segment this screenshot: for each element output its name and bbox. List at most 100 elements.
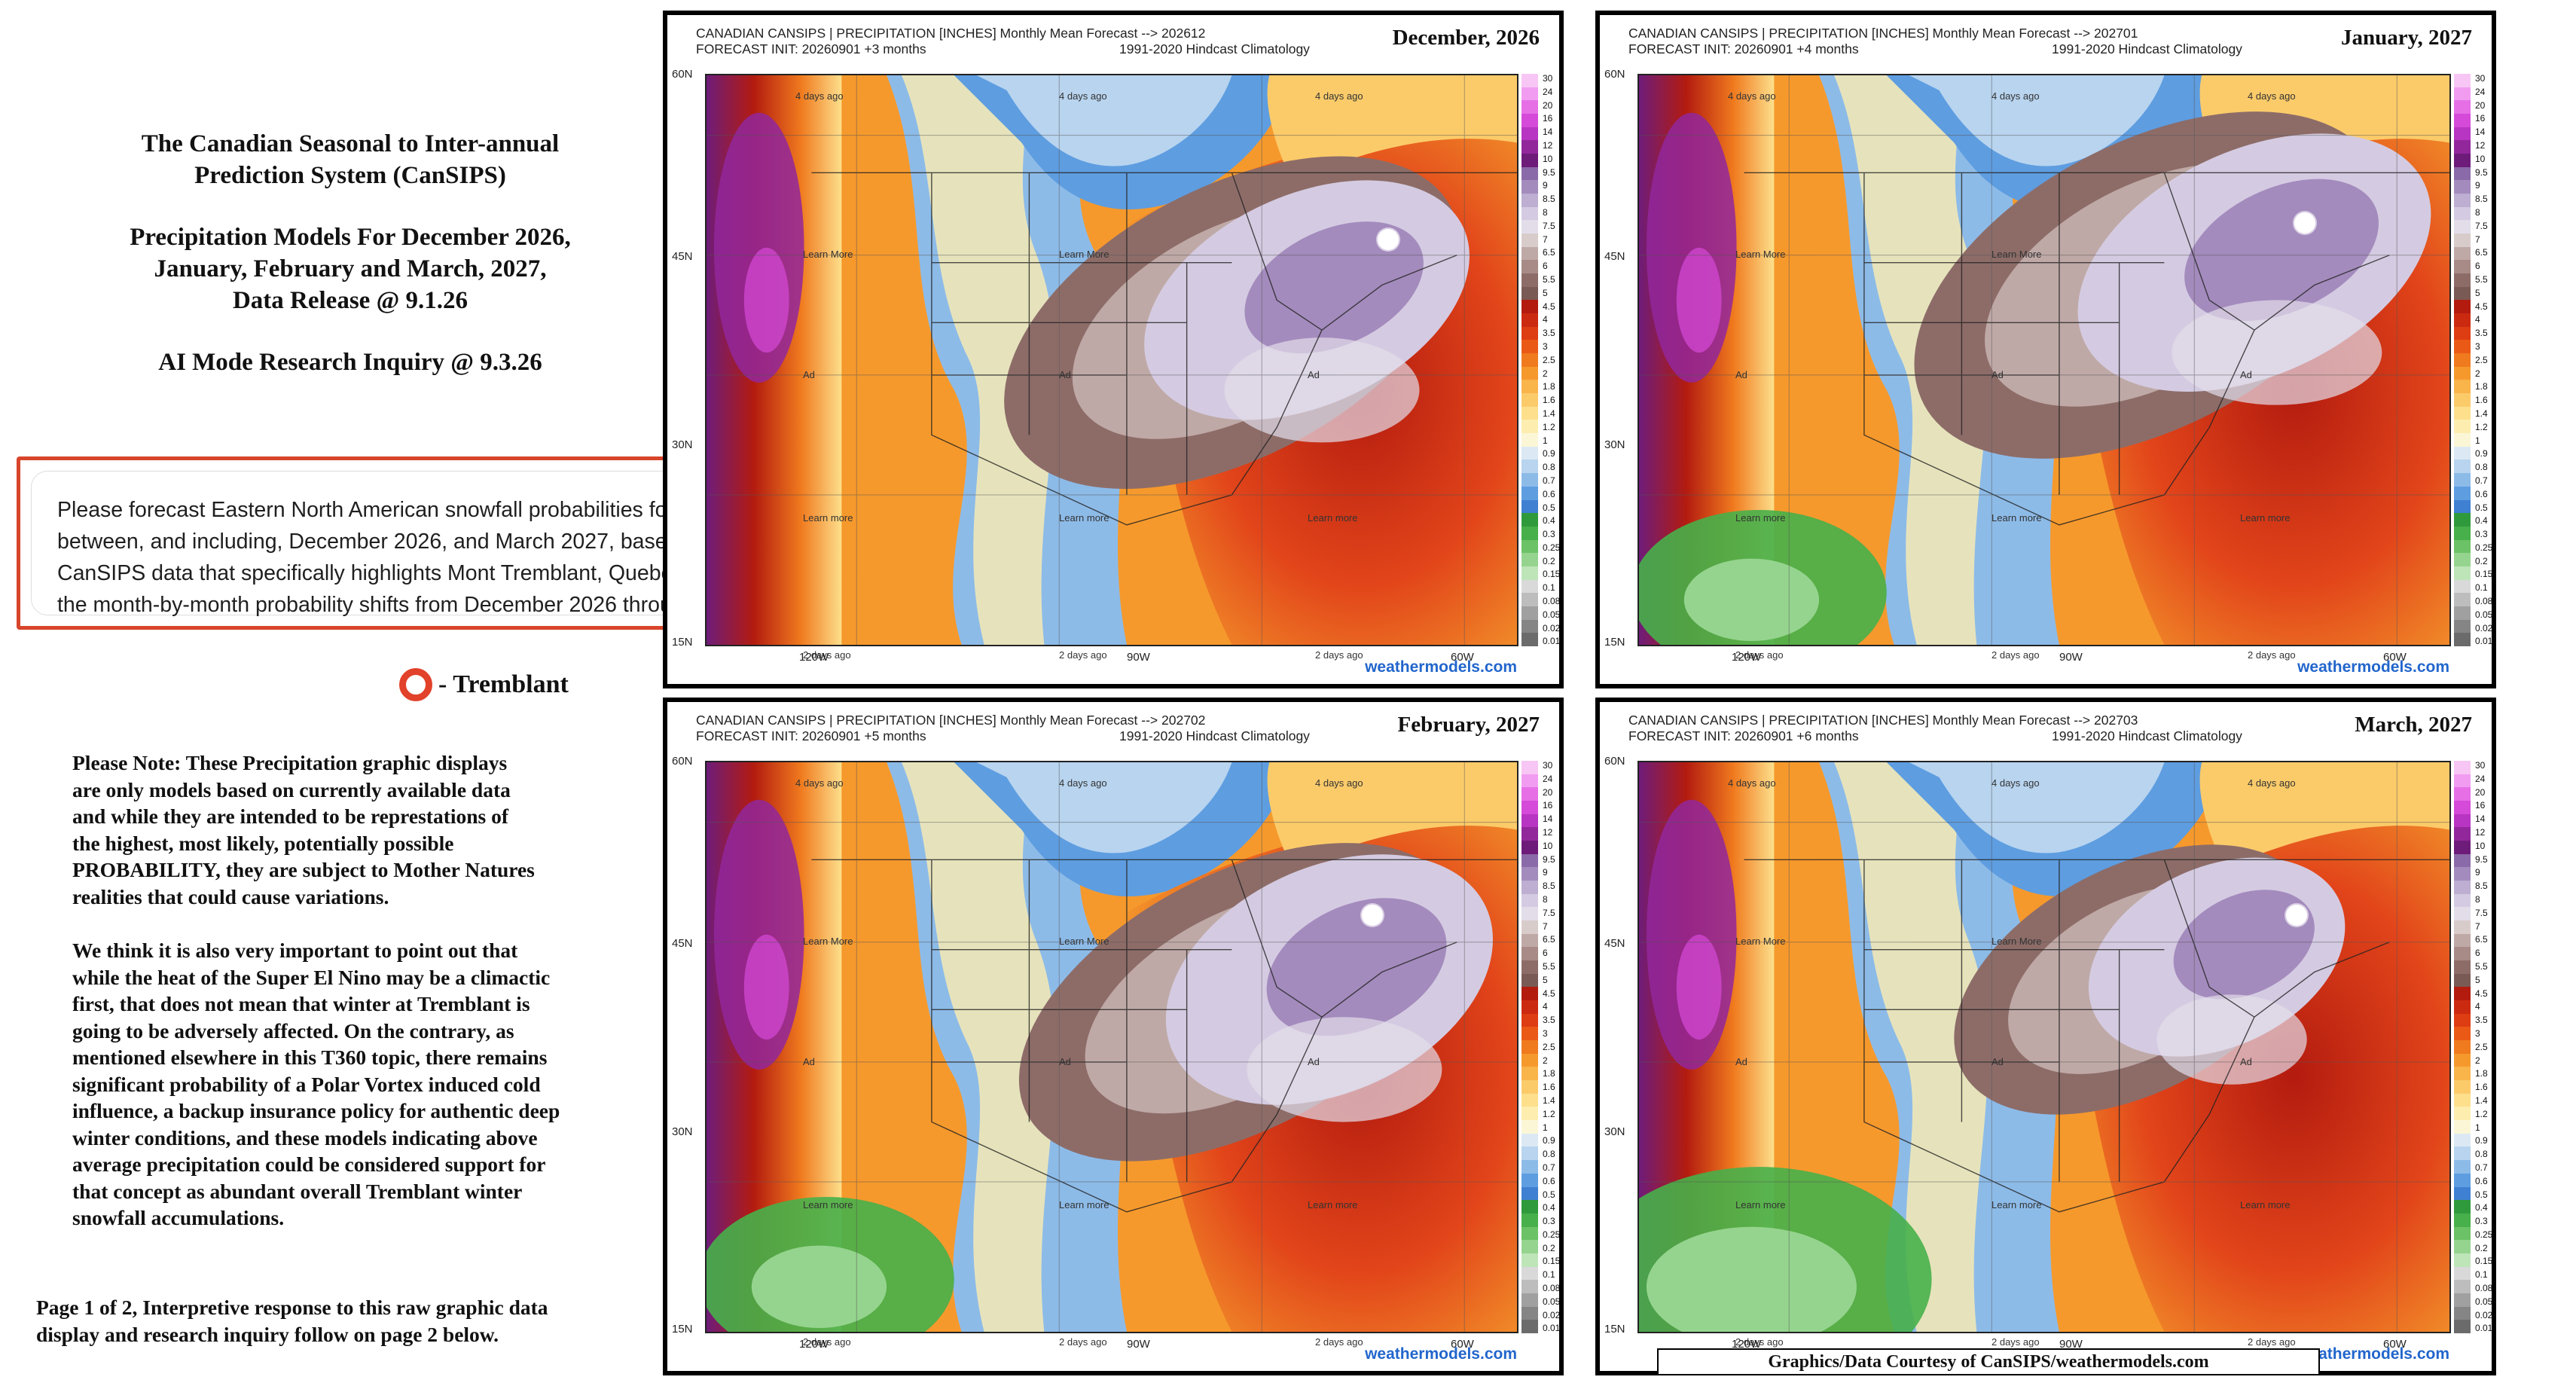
scale-label: 1.8 [2475,1068,2488,1079]
scale-swatch [1521,827,1538,841]
scale-label: 1.4 [2475,408,2488,419]
map-overlay-label: Learn more [1992,512,2042,524]
scale-swatch [1521,1093,1538,1107]
scale-swatch [1521,273,1538,287]
scale-swatch [2454,206,2471,221]
scale-swatch [1521,433,1538,447]
scale-swatch [2454,234,2471,247]
scale-label: 3.5 [1543,1015,1555,1026]
color-scale-bar [2454,74,2471,646]
scale-swatch [1521,473,1538,487]
scale-swatch [2454,1186,2471,1201]
scale-swatch [2454,154,2471,167]
scale-label: 16 [2475,113,2486,124]
scale-label: 4.5 [1543,301,1555,312]
scale-label: 0.8 [1543,462,1555,473]
scale-label: 4.5 [2475,301,2488,312]
scale-swatch [2454,1133,2471,1147]
scale-swatch [2454,633,2471,646]
map-overlay-label: 2 days ago [1059,649,1107,661]
brand-link[interactable]: weathermodels.com [2297,1345,2449,1363]
scale-swatch [1521,313,1538,327]
scale-swatch [1521,801,1538,814]
map-overlay-label: 2 days ago [2248,1336,2296,1348]
scale-swatch [1521,907,1538,921]
map-overlay-label: Learn more [1735,512,1786,524]
scale-swatch [2454,380,2471,394]
scale-swatch [2454,987,2471,1001]
map-header-init: FORECAST INIT: 20260901 +6 months [1628,728,1859,743]
scale-label: 7 [2475,920,2480,932]
scale-swatch [2454,579,2471,594]
scale-label: 6.5 [1543,934,1555,945]
map-month-title: January, 2027 [2340,26,2472,50]
scale-swatch [1521,920,1538,934]
scale-label: 0.15 [1543,1256,1561,1267]
map-overlay-label: 2 days ago [1992,649,2040,661]
brand-link[interactable]: weathermodels.com [2297,658,2449,676]
scale-swatch [2454,1000,2471,1014]
scale-swatch [1521,947,1538,961]
scale-label: 4.5 [2475,988,2488,999]
map-overlay-label: Learn more [2240,512,2291,524]
brand-link[interactable]: weathermodels.com [1365,658,1517,676]
scale-label: 5.5 [1543,273,1555,285]
lon-label: 60W [1451,651,1474,664]
scale-swatch [1521,987,1538,1001]
scale-label: 0.5 [2475,502,2488,513]
scale-swatch [1521,1053,1538,1067]
lat-label: 45N [1604,937,1625,950]
tremblant-legend: - Tremblant [399,667,569,702]
scale-label: 7.5 [2475,220,2488,231]
scale-swatch [1521,774,1538,788]
scale-swatch [1521,853,1538,868]
map-header-line1: CANADIAN CANSIPS | PRECIPITATION [INCHES… [696,26,1206,41]
map-overlay-label: Ad [1059,1056,1071,1067]
map-overlay-label: Learn More [1735,936,1786,947]
scale-label: 10 [2475,153,2486,164]
scale-swatch [2454,1013,2471,1027]
scale-swatch [2454,420,2471,434]
scale-swatch [1521,526,1538,540]
scale-swatch [2454,1320,2471,1333]
scale-swatch [1521,499,1538,514]
map-overlay-label: 4 days ago [1315,777,1363,789]
scale-label: 0.05 [2475,1296,2493,1307]
scale-label: 9 [2475,867,2480,878]
scale-label: 9 [1543,180,1548,191]
scale-label: 0.3 [1543,1216,1555,1227]
scale-swatch [1521,194,1538,207]
scale-label: 0.2 [1543,555,1555,566]
scale-label: 5 [2475,974,2480,985]
map-header-climatology: 1991-2020 Hindcast Climatology [1119,728,1310,743]
brand-link[interactable]: weathermodels.com [1365,1345,1517,1363]
map-overlay-label: Learn more [1735,1199,1786,1210]
color-scale-bar [1521,761,1538,1333]
scale-label: 7.5 [1543,907,1555,918]
scale-label: 0.4 [2475,1202,2488,1214]
scale-swatch [1521,619,1538,633]
lat-label: 60N [672,68,693,81]
scale-swatch [2454,100,2471,114]
scale-label: 24 [2475,773,2486,784]
lon-label: 60W [1451,1338,1474,1351]
scale-swatch [1521,513,1538,527]
scale-swatch [1521,593,1538,606]
scale-label: 0.08 [2475,596,2493,607]
precipitation-map [705,761,1518,1333]
map-overlay-label: Learn more [2240,1199,2291,1210]
scale-label: 2 [2475,368,2480,379]
scale-label: 3 [1543,340,1548,352]
scale-swatch [1521,973,1538,988]
note-block: Please Note: These Precipitation graphic… [72,749,660,1259]
scale-label: 3 [1543,1027,1548,1039]
scale-swatch [2454,841,2471,854]
scale-swatch [2454,973,2471,988]
scale-swatch [1521,154,1538,167]
scale-label: 9.5 [1543,853,1555,865]
map-overlay-label: 2 days ago [1059,1336,1107,1348]
scale-label: 8.5 [1543,881,1555,892]
scale-swatch [1521,893,1538,908]
scale-swatch [2454,1200,2471,1214]
scale-swatch [1521,206,1538,221]
